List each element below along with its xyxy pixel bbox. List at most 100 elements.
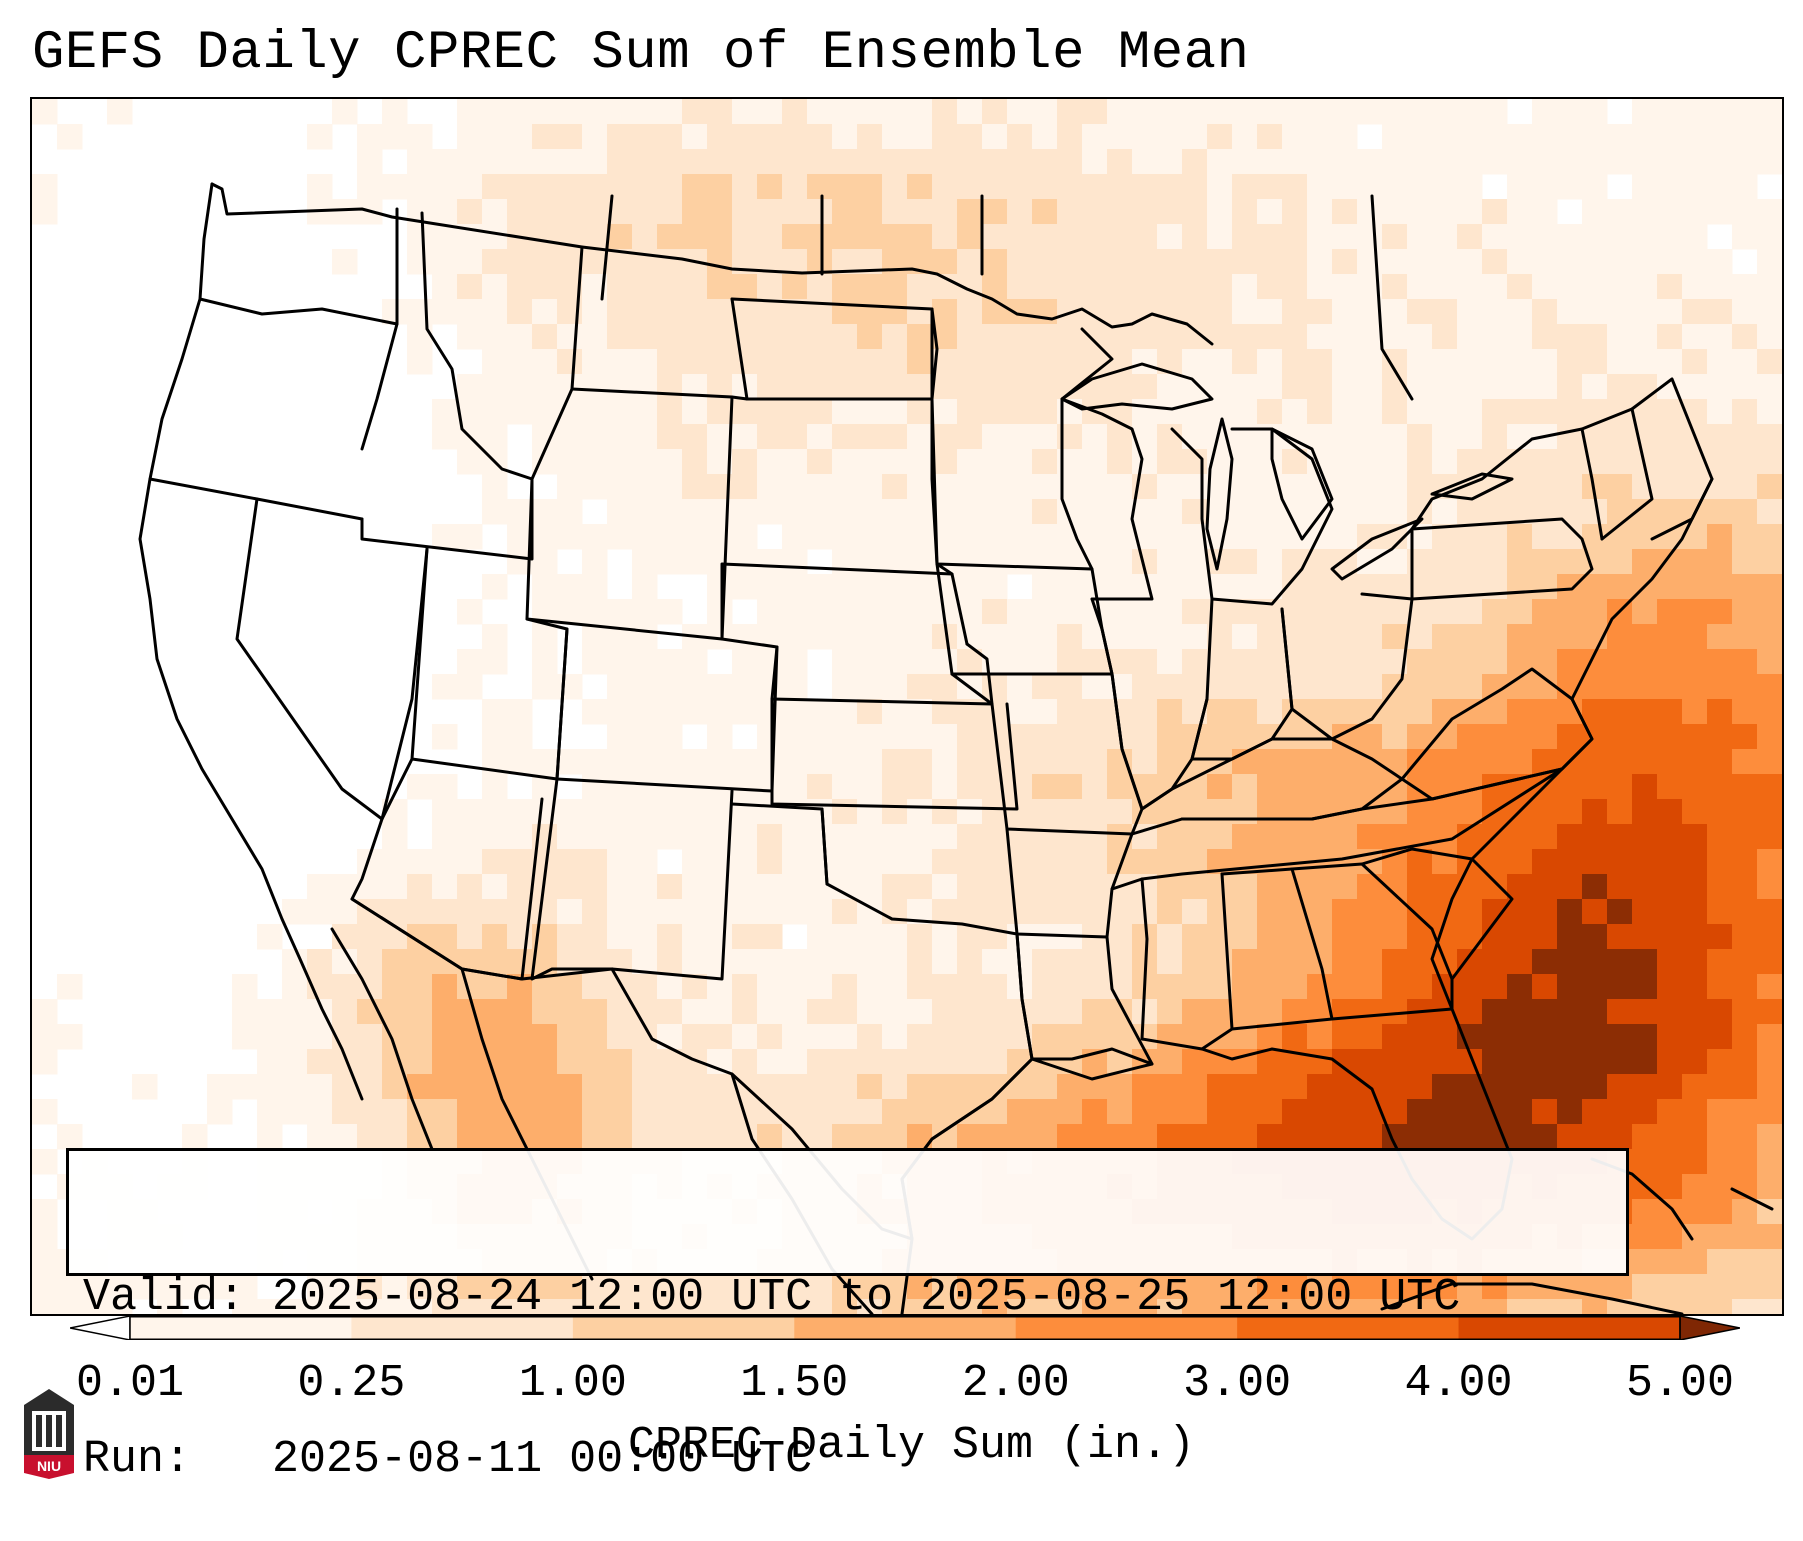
precip-cell [457,449,483,475]
precip-cell [432,724,458,750]
precip-cell [1107,674,1133,700]
precip-cell [1682,524,1708,550]
precip-cell [1432,1099,1458,1125]
precip-cell [282,1024,308,1050]
precip-cell [1332,624,1358,650]
precip-cell [807,324,833,350]
precip-cell [1507,424,1533,450]
precip-cell [957,1049,983,1075]
precip-cell [1232,449,1258,475]
precip-cell [1232,999,1258,1025]
precip-cell [707,149,733,175]
precip-cell [557,1099,583,1125]
precip-cell [1057,574,1083,600]
precip-cell [1732,1299,1758,1314]
precip-cell [1157,274,1183,300]
precip-cell [1207,99,1233,125]
precip-cell [282,1099,308,1125]
precip-cell [1607,1124,1633,1150]
precip-cell [1282,674,1308,700]
precip-cell [907,324,933,350]
precip-cell [1582,374,1608,400]
precip-cell [1632,1224,1658,1250]
precip-cell [907,599,933,625]
precip-cell [557,1074,583,1100]
precip-cell [757,149,783,175]
precip-cell [1282,499,1308,525]
precip-cell [1732,299,1758,325]
precip-cell [1507,524,1533,550]
precip-cell [1557,774,1583,800]
precip-cell [932,674,958,700]
precip-cell [1282,974,1308,1000]
precip-cell [1632,124,1658,150]
precip-cell [657,124,683,150]
precip-cell [1207,824,1233,850]
precip-cell [1157,324,1183,350]
precip-cell [632,99,658,125]
precip-cell [732,974,758,1000]
precip-cell [1757,299,1782,325]
precip-cell [1282,199,1308,225]
precip-cell [457,924,483,950]
precip-cell [1057,999,1083,1025]
precip-cell [1757,424,1782,450]
precip-cell [1707,399,1733,425]
precip-cell [482,949,508,975]
precip-cell [682,474,708,500]
precip-cell [1207,224,1233,250]
precip-cell [907,974,933,1000]
precip-cell [1382,974,1408,1000]
precip-cell [1007,424,1033,450]
precip-cell [1082,949,1108,975]
precip-cell [1232,549,1258,575]
precip-cell [1432,299,1458,325]
precip-cell [1232,799,1258,825]
precip-cell [882,374,908,400]
precip-cell [1507,1074,1533,1100]
precip-cell [582,999,608,1025]
precip-cell [432,1024,458,1050]
precip-cell [707,174,733,200]
precip-cell [1157,449,1183,475]
precip-cell [1482,374,1508,400]
precip-cell [882,624,908,650]
precip-cell [657,1124,683,1150]
precip-cell [657,424,683,450]
precip-cell [1332,674,1358,700]
precip-cell [807,1124,833,1150]
precip-cell [1707,724,1733,750]
precip-cell [1682,349,1708,375]
precip-cell [657,199,683,225]
precip-field [32,99,1782,1314]
precip-cell [1132,399,1158,425]
precip-cell [582,174,608,200]
precip-cell [1707,1249,1733,1275]
precip-cell [907,624,933,650]
precip-cell [1257,999,1283,1025]
precip-cell [682,549,708,575]
precip-cell [1182,949,1208,975]
precip-cell [1332,1099,1358,1125]
precip-cell [1232,649,1258,675]
precip-cell [657,999,683,1025]
precip-cell [1082,824,1108,850]
precip-cell [482,99,508,125]
precip-cell [607,1099,633,1125]
precip-cell [932,799,958,825]
precip-cell [1207,924,1233,950]
precip-cell [1607,274,1633,300]
precip-cell [1132,1124,1158,1150]
precip-cell [1457,599,1483,625]
precip-cell [307,124,333,150]
precip-cell [607,324,633,350]
precip-cell [682,524,708,550]
precip-cell [582,324,608,350]
precip-cell [1232,349,1258,375]
precip-cell [757,549,783,575]
colorbar-segment [1016,1316,1238,1340]
precip-cell [57,1299,83,1314]
precip-cell [1582,824,1608,850]
precip-cell [1057,324,1083,350]
precip-cell [1732,974,1758,1000]
